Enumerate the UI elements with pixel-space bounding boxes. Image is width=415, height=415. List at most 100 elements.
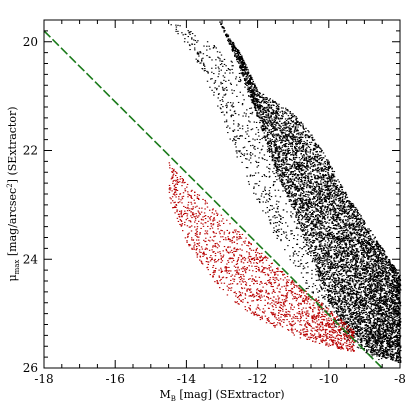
data-point [322,255,324,257]
data-point [215,67,217,69]
data-point [345,250,347,252]
data-point [224,88,226,90]
data-point [352,223,354,225]
data-point [390,336,392,338]
data-point [355,327,357,329]
data-point [370,292,373,294]
data-point [330,178,333,180]
data-point [305,191,307,193]
data-point [296,157,298,159]
data-point [238,80,240,82]
data-point [213,73,215,75]
data-point [264,186,266,188]
data-point [369,319,371,321]
data-point [318,290,320,292]
data-point [243,153,246,155]
data-point [316,174,318,176]
data-point [258,93,260,95]
data-point [357,272,359,274]
data-point [319,210,321,212]
data-point [368,349,370,351]
data-point [295,152,298,154]
data-point [301,230,304,232]
data-point [313,235,316,237]
data-point [177,30,179,32]
data-point [241,135,243,137]
data-point [286,130,289,132]
data-point [233,136,236,138]
data-point [340,226,342,228]
data-point [284,124,286,126]
data-point [375,346,377,348]
data-point [278,152,281,154]
data-point [373,331,376,333]
data-point [223,63,226,65]
data-point [318,161,321,163]
data-point [261,129,264,131]
data-point [336,283,339,285]
data-point [261,157,263,159]
data-point [189,49,191,51]
data-point [377,254,379,256]
data-point [280,240,282,242]
data-point [336,293,338,295]
data-point [276,148,278,150]
data-point [305,168,307,170]
data-point [372,333,374,335]
data-point [263,120,265,122]
data-point [236,95,238,97]
data-point [279,135,282,137]
data-point [249,153,251,155]
data-point [306,237,309,239]
data-point [246,124,249,126]
data-point [336,264,339,266]
data-point [380,292,382,294]
data-point [194,49,196,51]
data-point [381,336,383,338]
data-point [249,140,251,142]
data-point [363,268,366,270]
data-point [330,295,332,297]
data-point [307,164,309,166]
data-point [329,184,332,186]
data-point [380,358,383,360]
data-point [342,330,345,332]
data-point [282,179,284,181]
data-point [373,274,376,276]
data-point [358,286,361,288]
data-point [342,319,345,321]
data-point [241,103,244,105]
data-point [377,248,379,250]
data-point [289,152,292,154]
data-point [303,140,305,142]
data-point [281,222,283,224]
data-point [202,53,205,55]
data-point [314,191,316,193]
data-point [233,129,236,131]
data-point [261,138,263,140]
data-point [231,104,234,106]
data-point [268,171,270,173]
data-point [238,51,241,53]
data-point [314,258,317,260]
data-point [297,255,299,257]
data-point [356,261,359,263]
data-point [326,237,328,239]
data-point [244,137,247,139]
data-point [319,279,321,281]
data-point [242,59,245,61]
data-point [312,283,315,285]
data-point [284,189,286,191]
data-point [220,54,223,56]
data-point [278,137,281,139]
data-point [322,257,324,259]
data-point [323,226,326,228]
data-point [236,84,238,86]
data-point [340,264,343,266]
data-point [353,264,355,266]
data-point [280,228,283,230]
data-point [320,191,322,193]
data-point [349,296,352,298]
data-point [365,301,367,303]
